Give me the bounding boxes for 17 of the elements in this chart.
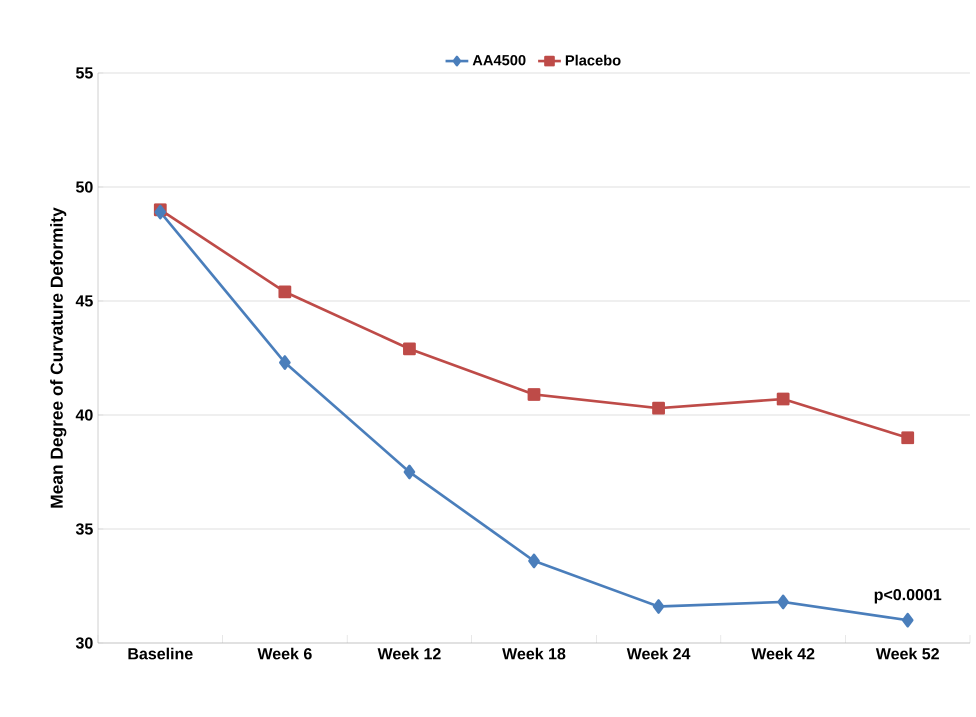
y-tick-label: 30 xyxy=(76,637,93,649)
y-tick-label: 55 xyxy=(76,67,93,79)
x-tick-label: Week 18 xyxy=(502,648,566,660)
x-tick-label: Week 12 xyxy=(378,648,441,660)
y-axis-title: Mean Degree of Curvature Deformity xyxy=(50,207,66,508)
x-tick-label: Week 24 xyxy=(626,648,690,660)
y-tick-label: 45 xyxy=(76,295,93,307)
y-tick-label: 50 xyxy=(76,181,93,193)
x-tick-label: Baseline xyxy=(128,648,193,660)
x-tick-label: Week 6 xyxy=(257,648,312,660)
annotation: p<0.0001 xyxy=(874,588,942,604)
legend-label: Placebo xyxy=(566,54,621,66)
x-tick-label: Week 42 xyxy=(751,648,814,660)
y-tick-label: 35 xyxy=(76,523,93,535)
y-tick-label: 40 xyxy=(76,409,93,421)
legend-label: AA4500 xyxy=(472,54,526,66)
x-tick-label: Week 52 xyxy=(876,648,939,660)
